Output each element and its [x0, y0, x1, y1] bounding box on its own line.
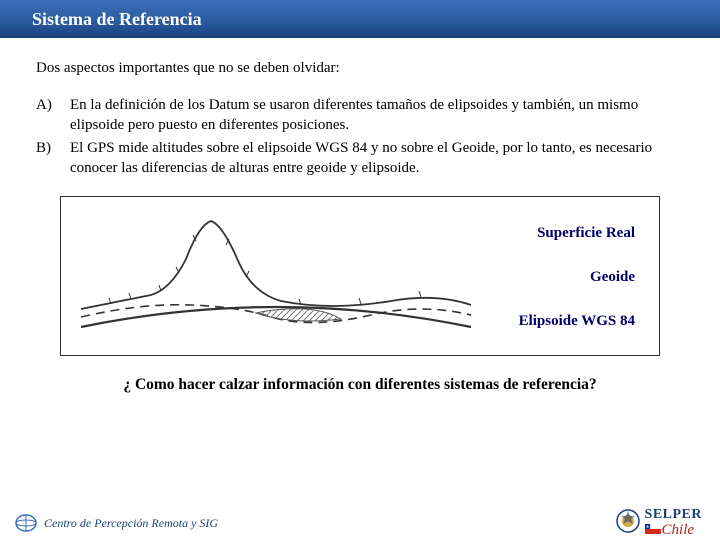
- list-marker: A): [36, 95, 70, 136]
- footer-left: Centro de Percepción Remota y SIG: [14, 513, 218, 533]
- label-surface: Superficie Real: [537, 225, 635, 242]
- surfaces-diagram: Superficie Real Geoide Elipsoide WGS 84: [60, 196, 660, 356]
- list-item: A) En la definición de los Datum se usar…: [36, 95, 684, 136]
- footer-org-text: Centro de Percepción Remota y SIG: [44, 516, 218, 531]
- flag-icon: [645, 522, 661, 538]
- aspects-list: A) En la definición de los Datum se usar…: [36, 95, 684, 178]
- question-text: ¿ Como hacer calzar información con dife…: [36, 376, 684, 394]
- intro-text: Dos aspectos importantes que no se deben…: [36, 60, 684, 77]
- diagram-svg: [61, 197, 491, 355]
- slide-header: Sistema de Referencia: [0, 0, 720, 38]
- surface-curve: [81, 221, 471, 309]
- selper-icon: [615, 508, 641, 539]
- list-marker: B): [36, 138, 70, 179]
- list-text: En la definición de los Datum se usaron …: [70, 95, 684, 136]
- footer-right: SELPER Chile: [615, 508, 702, 539]
- label-ellipsoid: Elipsoide WGS 84: [519, 313, 635, 330]
- selper-label: SELPER: [645, 508, 702, 522]
- list-item: B) El GPS mide altitudes sobre el elipso…: [36, 138, 684, 179]
- hatched-region: [256, 309, 341, 321]
- slide-footer: Centro de Percepción Remota y SIG SELPER: [0, 506, 720, 540]
- label-geoid: Geoide: [590, 269, 635, 286]
- slide-content: Dos aspectos importantes que no se deben…: [0, 38, 720, 404]
- org-icon: [14, 513, 38, 533]
- chile-label: Chile: [662, 523, 695, 538]
- list-text: El GPS mide altitudes sobre el elipsoide…: [70, 138, 684, 179]
- slide-title: Sistema de Referencia: [32, 9, 202, 30]
